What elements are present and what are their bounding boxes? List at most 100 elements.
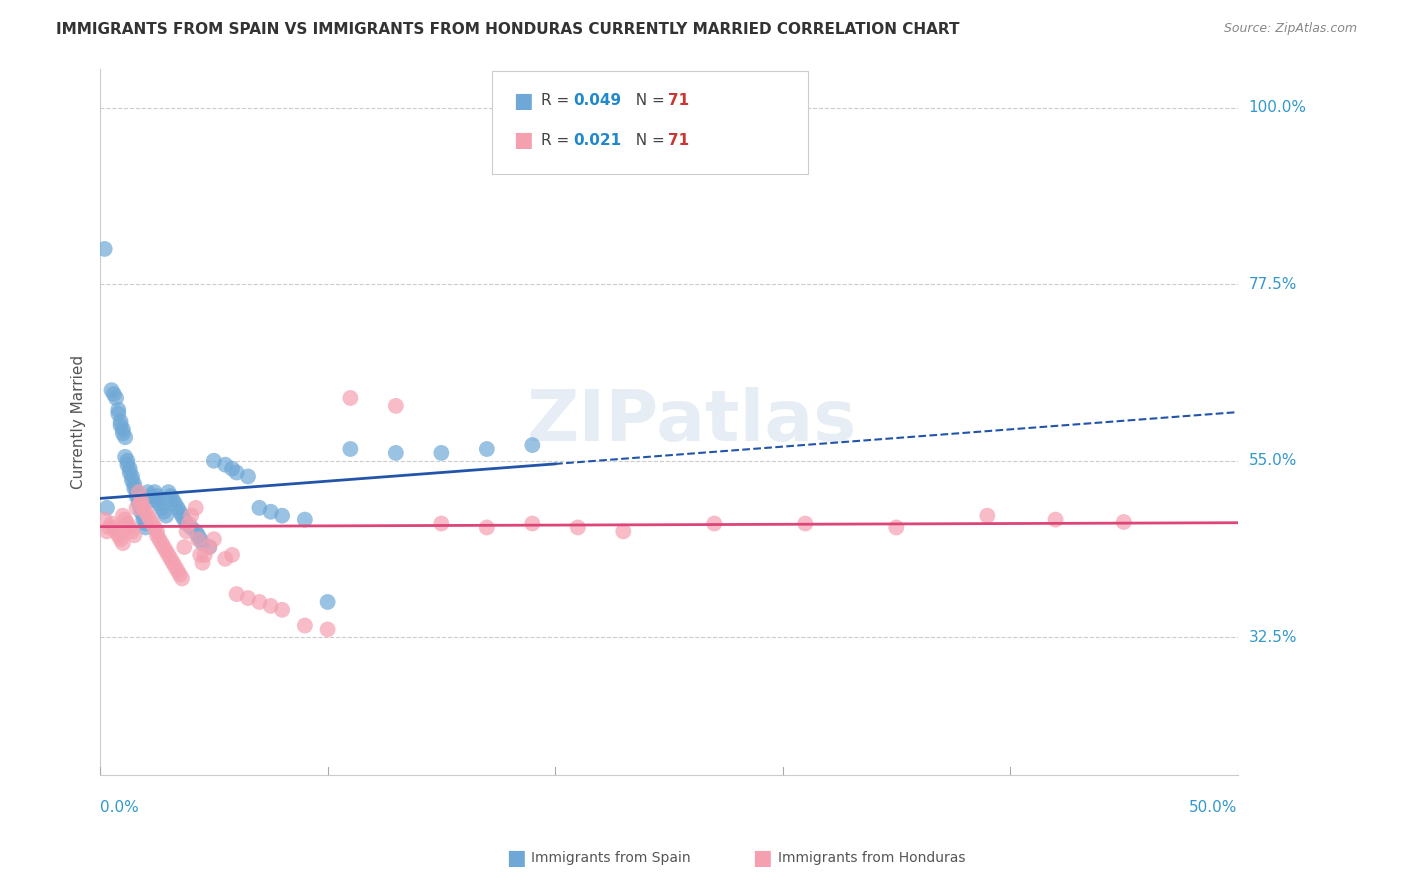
Point xyxy=(143,485,166,500)
Point xyxy=(1045,513,1067,527)
Text: 77.5%: 77.5% xyxy=(1249,277,1296,292)
Point xyxy=(155,544,177,558)
Point xyxy=(129,500,152,515)
Point xyxy=(118,466,141,480)
Point xyxy=(177,516,200,531)
Point xyxy=(128,493,150,508)
Point xyxy=(157,548,180,562)
Point xyxy=(180,520,202,534)
Point xyxy=(214,551,236,566)
Point xyxy=(117,516,139,531)
Point xyxy=(976,508,998,523)
Point xyxy=(129,497,152,511)
Point xyxy=(139,513,162,527)
Text: Immigrants from Honduras: Immigrants from Honduras xyxy=(778,851,965,865)
Point xyxy=(103,520,125,534)
Point xyxy=(159,551,181,566)
Point xyxy=(385,446,408,460)
Point xyxy=(316,595,339,609)
Point xyxy=(475,520,498,534)
Point xyxy=(153,505,176,519)
Text: N =: N = xyxy=(626,94,669,108)
Point xyxy=(191,556,214,570)
Point xyxy=(128,497,150,511)
Point xyxy=(107,402,129,417)
Point xyxy=(141,493,163,508)
Point xyxy=(136,508,159,523)
Point xyxy=(794,516,817,531)
Point xyxy=(260,599,283,613)
Point xyxy=(194,548,217,562)
Point xyxy=(128,485,150,500)
Point xyxy=(176,524,198,539)
Point xyxy=(146,489,169,503)
Point xyxy=(884,520,907,534)
Point xyxy=(184,500,207,515)
Point xyxy=(316,623,339,637)
Point xyxy=(121,474,143,488)
Point xyxy=(430,516,453,531)
Point xyxy=(188,532,211,546)
Point xyxy=(111,422,134,436)
Point xyxy=(98,520,121,534)
Point xyxy=(522,438,544,452)
Point xyxy=(139,489,162,503)
Point xyxy=(100,383,122,397)
Point xyxy=(96,524,118,539)
Point xyxy=(198,540,221,554)
Y-axis label: Currently Married: Currently Married xyxy=(72,354,86,489)
Point xyxy=(121,469,143,483)
Point xyxy=(187,528,209,542)
Point xyxy=(132,513,155,527)
Text: 55.0%: 55.0% xyxy=(1249,453,1296,468)
Point xyxy=(162,556,184,570)
Point xyxy=(339,442,361,456)
Point xyxy=(93,242,115,256)
Point xyxy=(166,500,188,515)
Point xyxy=(339,391,361,405)
Point xyxy=(166,564,188,578)
Point xyxy=(146,528,169,542)
Point xyxy=(148,532,170,546)
Point xyxy=(155,508,177,523)
Text: Immigrants from Spain: Immigrants from Spain xyxy=(531,851,692,865)
Text: ZIPatlas: ZIPatlas xyxy=(526,387,856,456)
Point xyxy=(188,548,211,562)
Point xyxy=(169,505,191,519)
Point xyxy=(157,485,180,500)
Point xyxy=(202,532,225,546)
Point xyxy=(114,450,136,464)
Point xyxy=(132,508,155,523)
Point xyxy=(236,469,259,483)
Point xyxy=(1112,515,1135,529)
Point xyxy=(430,446,453,460)
Point xyxy=(221,461,243,475)
Point xyxy=(122,477,145,491)
Point xyxy=(129,505,152,519)
Point xyxy=(114,513,136,527)
Text: 100.0%: 100.0% xyxy=(1249,100,1306,115)
Point xyxy=(153,540,176,554)
Point xyxy=(129,493,152,508)
Point xyxy=(135,520,157,534)
Point xyxy=(150,500,173,515)
Point xyxy=(221,548,243,562)
Point xyxy=(107,528,129,542)
Point xyxy=(125,489,148,503)
Point xyxy=(100,516,122,531)
Point xyxy=(103,387,125,401)
Point xyxy=(165,497,187,511)
Point xyxy=(132,500,155,515)
Point xyxy=(612,524,634,539)
Point xyxy=(271,603,294,617)
Point xyxy=(162,493,184,508)
Point xyxy=(187,532,209,546)
Point xyxy=(146,493,169,508)
Text: ■: ■ xyxy=(513,130,533,150)
Point xyxy=(125,500,148,515)
Point xyxy=(105,524,128,539)
Point xyxy=(111,508,134,523)
Point xyxy=(247,500,270,515)
Point xyxy=(703,516,725,531)
Point xyxy=(110,418,132,433)
